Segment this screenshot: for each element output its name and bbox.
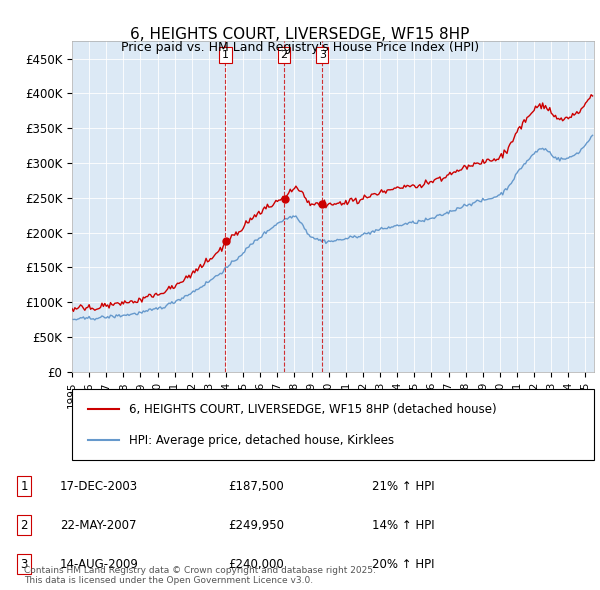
- Text: 6, HEIGHTS COURT, LIVERSEDGE, WF15 8HP (detached house): 6, HEIGHTS COURT, LIVERSEDGE, WF15 8HP (…: [130, 403, 497, 416]
- Text: HPI: Average price, detached house, Kirklees: HPI: Average price, detached house, Kirk…: [130, 434, 395, 447]
- Text: 6, HEIGHTS COURT, LIVERSEDGE, WF15 8HP: 6, HEIGHTS COURT, LIVERSEDGE, WF15 8HP: [130, 27, 470, 41]
- Text: £187,500: £187,500: [228, 480, 284, 493]
- Text: 1: 1: [20, 480, 28, 493]
- Text: £240,000: £240,000: [228, 558, 284, 571]
- Text: 2: 2: [20, 519, 28, 532]
- Text: 20% ↑ HPI: 20% ↑ HPI: [372, 558, 434, 571]
- Text: £249,950: £249,950: [228, 519, 284, 532]
- Text: 14-AUG-2009: 14-AUG-2009: [60, 558, 139, 571]
- Text: 1: 1: [222, 50, 229, 60]
- Text: 2: 2: [280, 50, 287, 60]
- Text: This data is licensed under the Open Government Licence v3.0.: This data is licensed under the Open Gov…: [24, 576, 313, 585]
- Text: 22-MAY-2007: 22-MAY-2007: [60, 519, 137, 532]
- Text: 21% ↑ HPI: 21% ↑ HPI: [372, 480, 434, 493]
- Text: 14% ↑ HPI: 14% ↑ HPI: [372, 519, 434, 532]
- Text: 3: 3: [20, 558, 28, 571]
- Text: 3: 3: [319, 50, 326, 60]
- Text: Price paid vs. HM Land Registry's House Price Index (HPI): Price paid vs. HM Land Registry's House …: [121, 41, 479, 54]
- FancyBboxPatch shape: [72, 389, 594, 460]
- Text: 17-DEC-2003: 17-DEC-2003: [60, 480, 138, 493]
- Text: Contains HM Land Registry data © Crown copyright and database right 2025.: Contains HM Land Registry data © Crown c…: [24, 566, 376, 575]
